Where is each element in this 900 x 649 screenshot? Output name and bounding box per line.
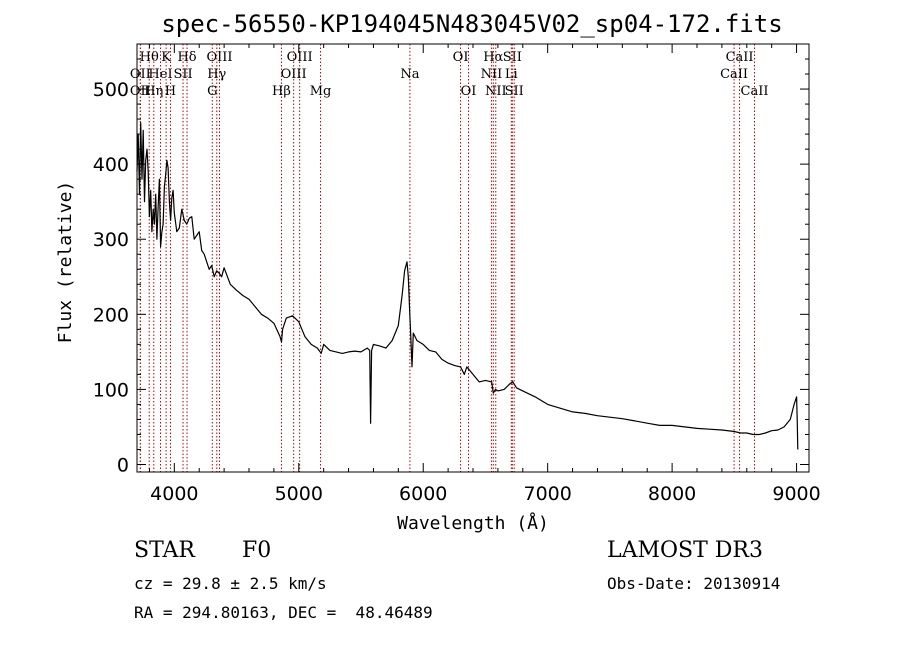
obs-date-text: Obs-Date: 20130914 <box>607 574 781 593</box>
line-marker-label: OIII <box>206 50 232 65</box>
y-tick-label: 200 <box>93 304 129 326</box>
x-tick-label: 5000 <box>275 483 323 505</box>
x-tick-label: 4000 <box>150 483 198 505</box>
object-class: STAR <box>134 538 195 563</box>
line-marker-label: Hθ <box>140 50 159 65</box>
chart-title: spec-56550-KP194045N483045V02_sp04-172.f… <box>161 10 782 38</box>
line-marker-label: Hα <box>483 50 503 65</box>
line-markers: HθOIIOIIKHeIHηHδSIIHOIIIHγGOIIIOIIIHβMgN… <box>130 44 769 472</box>
x-tick-label: 7000 <box>523 483 571 505</box>
line-marker-label: Mg <box>310 84 332 99</box>
line-marker-label: Na <box>400 67 419 82</box>
coordinates-text: RA = 294.80163, DEC = 48.46489 <box>134 603 433 622</box>
line-marker-label: OIII <box>287 50 313 65</box>
y-tick-label: 300 <box>93 229 129 251</box>
line-marker-label: SII <box>505 84 524 99</box>
line-marker-label: OIII <box>281 67 307 82</box>
line-marker-label: HeI <box>148 67 172 82</box>
x-tick-label: 8000 <box>648 483 696 505</box>
line-marker-label: Li <box>505 67 518 82</box>
line-marker-label: K <box>161 50 171 65</box>
line-marker-label: G <box>207 84 217 99</box>
line-marker-label: Hβ <box>272 84 291 99</box>
object-subclass: F0 <box>242 538 272 563</box>
line-marker-label: CaII <box>741 84 769 99</box>
line-marker-label: NII <box>481 67 503 82</box>
line-marker-label: OII <box>130 84 151 99</box>
x-axis-label: Wavelength (Å) <box>397 512 549 534</box>
line-marker-label: SII <box>173 67 192 82</box>
spectrum-line <box>136 122 799 450</box>
line-marker-label: OI <box>461 84 477 99</box>
spectrum-plot-area <box>136 43 810 473</box>
axis-ticks: 4000 5000 6000 7000 8000 9000 0 100 200 300 400 500 <box>93 44 821 505</box>
y-tick-label: 100 <box>93 379 129 401</box>
x-tick-label: 9000 <box>772 483 820 505</box>
plot-frame <box>136 43 810 473</box>
x-tick-label: 6000 <box>399 483 447 505</box>
y-tick-label: 400 <box>93 154 129 176</box>
line-marker-label: NII <box>485 84 507 99</box>
line-marker-label: SII <box>503 50 522 65</box>
redshift-text: cz = 29.8 ± 2.5 km/s <box>134 574 327 593</box>
line-marker-label: Hγ <box>207 67 226 82</box>
line-marker-label: Hη <box>144 84 163 99</box>
survey-name: LAMOST DR3 <box>607 538 763 563</box>
y-tick-label: 500 <box>93 79 129 101</box>
y-axis-label: Flux (relative) <box>55 181 76 344</box>
y-tick-label: 0 <box>117 454 129 476</box>
line-marker-label: Hδ <box>177 50 196 65</box>
line-marker-label: H <box>165 84 176 99</box>
line-marker-label: CaII <box>720 67 748 82</box>
line-marker-label: OI <box>453 50 469 65</box>
line-marker-label: CaII <box>726 50 754 65</box>
